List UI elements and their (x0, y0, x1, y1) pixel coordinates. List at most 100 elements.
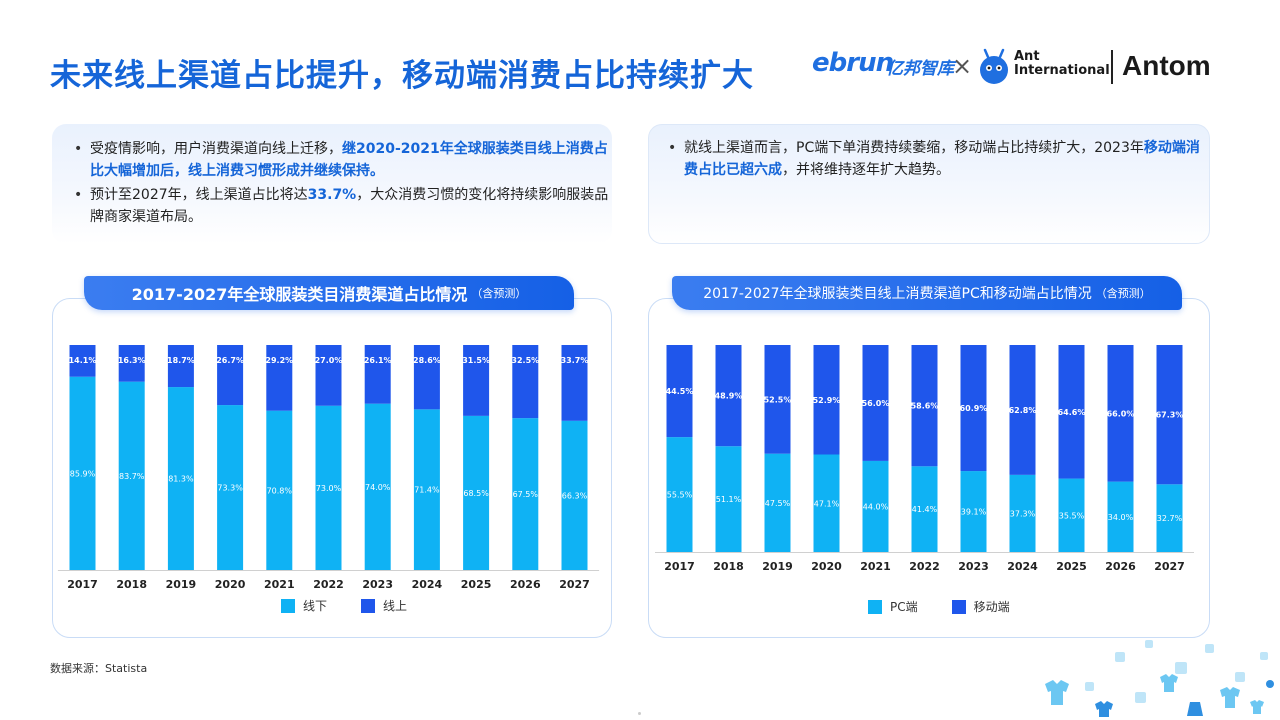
bar-线上-2020 (217, 345, 244, 406)
bar-PC端-2020 (813, 454, 840, 552)
bar-线下-2017 (69, 376, 96, 570)
ant-international-wordmark: Ant International (1014, 50, 1110, 78)
data-label-线下-2027: 66.3% (562, 491, 588, 500)
ant-wordmark-line2: International (1014, 63, 1110, 78)
bar-移动端-2023 (960, 345, 987, 472)
legend-swatch-online (361, 598, 376, 613)
bar-线下-2019 (167, 387, 194, 570)
right-bullet-1-text-b: ，并将维持逐年扩大趋势。 (782, 162, 950, 178)
data-label-线上-2019: 18.7% (167, 356, 195, 365)
ant-international-logo-icon (980, 48, 1008, 84)
bar-线上-2018 (118, 345, 145, 382)
x-tick-label-2024: 2024 (412, 578, 443, 591)
x-tick-label-2024: 2024 (1007, 560, 1038, 573)
left-chart-legend: 线下 线上 (281, 597, 407, 614)
ebrun-logo-cn: 亿邦智库 (886, 59, 954, 79)
antom-logo: Antom (1122, 50, 1211, 81)
legend-label-offline: 线下 (303, 599, 328, 613)
data-label-线下-2024: 71.4% (414, 486, 440, 495)
data-label-PC端-2027: 32.7% (1157, 514, 1183, 523)
right-bullet-1: 就线上渠道而言，PC端下单消费持续萎缩，移动端占比持续扩大，2023年移动端消费… (668, 137, 1204, 181)
data-label-线上-2024: 28.6% (413, 356, 441, 365)
partner-logos: ebrun 亿邦智库 × Ant International Antom (812, 44, 1232, 92)
legend-item-pc: PC端 (868, 598, 918, 615)
x-tick-label-2017: 2017 (664, 560, 695, 573)
bar-移动端-2019 (764, 345, 791, 454)
decorative-clothing-icons (1045, 640, 1274, 717)
left-bullet-2-text-b: ，大众消费习惯的变化将持续影响服装品牌商家渠道布局。 (90, 187, 609, 225)
data-label-PC端-2017: 55.5% (667, 491, 693, 500)
x-tick-label-2020: 2020 (811, 560, 842, 573)
data-label-PC端-2022: 41.4% (912, 505, 938, 514)
logo-separator (1111, 50, 1113, 84)
data-label-线下-2019: 81.3% (168, 475, 194, 484)
data-label-线下-2020: 73.3% (217, 484, 243, 493)
data-label-移动端-2023: 60.9% (960, 404, 988, 413)
data-label-线下-2022: 73.0% (316, 484, 342, 493)
data-label-移动端-2021: 56.0% (862, 399, 890, 408)
left-chart-title: 2017-2027年全球服装类目消费渠道占比情况 （含预测） (84, 276, 574, 310)
legend-label-online: 线上 (383, 599, 408, 613)
data-label-PC端-2019: 47.5% (765, 499, 791, 508)
bar-线下-2023 (364, 403, 391, 570)
legend-swatch-mobile (951, 599, 966, 614)
bar-线上-2019 (167, 345, 194, 388)
bar-线上-2025 (463, 345, 490, 416)
data-label-移动端-2019: 52.5% (764, 395, 792, 404)
x-tick-label-2020: 2020 (215, 578, 246, 591)
data-label-线上-2020: 26.7% (216, 356, 244, 365)
left-bullet-2-highlight: 33.7% (307, 187, 357, 203)
bar-移动端-2027 (1156, 345, 1183, 485)
right-bullet-1-text-a: 就线上渠道而言，PC端下单消费持续萎缩，移动端占比持续扩大，2023年 (684, 140, 1144, 156)
bar-线下-2021 (266, 410, 293, 570)
bar-PC端-2027 (1156, 484, 1183, 552)
data-label-PC端-2024: 37.3% (1010, 509, 1036, 518)
page-title: 未来线上渠道占比提升，移动端消费占比持续扩大 (50, 58, 754, 94)
data-source-note: 数据来源：Statista (50, 662, 148, 675)
x-tick-label-2025: 2025 (461, 578, 492, 591)
data-label-线下-2026: 67.5% (513, 490, 539, 499)
data-label-移动端-2025: 64.6% (1058, 408, 1086, 417)
bar-PC端-2024 (1009, 474, 1036, 552)
data-label-线上-2023: 26.1% (364, 356, 392, 365)
data-label-PC端-2026: 34.0% (1108, 513, 1134, 522)
legend-swatch-offline (281, 598, 295, 613)
bar-移动端-2018 (715, 345, 742, 447)
legend-item-offline: 线下 (281, 597, 327, 614)
left-chart-subtitle: （含预测） (471, 287, 527, 300)
data-label-线上-2022: 27.0% (315, 356, 343, 365)
bar-移动端-2026 (1107, 345, 1134, 482)
data-label-移动端-2027: 67.3% (1156, 411, 1184, 420)
left-bullet-1-text: 受疫情影响，用户消费渠道向线上迁移， (90, 141, 342, 157)
left-bullet-1-highlight: 继2020-2021年全球服装类目线上消费占比大幅增加后，线上消费习惯形成并继续… (90, 141, 608, 179)
bar-PC端-2019 (764, 453, 791, 552)
bar-移动端-2024 (1009, 345, 1036, 475)
left-summary-box: 受疫情影响，用户消费渠道向线上迁移，继2020-2021年全球服装类目线上消费占… (52, 124, 612, 244)
bar-线下-2027 (561, 420, 588, 570)
bar-PC端-2017 (666, 437, 693, 552)
x-tick-label-2021: 2021 (860, 560, 891, 573)
x-tick-label-2021: 2021 (264, 578, 295, 591)
bar-移动端-2022 (911, 345, 938, 467)
legend-label-mobile: 移动端 (973, 600, 1010, 614)
data-label-移动端-2024: 62.8% (1009, 406, 1037, 415)
x-tick-label-2026: 2026 (510, 578, 541, 591)
bar-线下-2026 (512, 418, 539, 570)
times-icon: × (952, 52, 973, 80)
data-label-线下-2025: 68.5% (463, 489, 489, 498)
left-stacked-bar-chart: 85.9% 14.1% 2017 83.7% 16.3% 2018 81.3% 18.7% 20… (57, 345, 600, 591)
x-tick-label-2019: 2019 (762, 560, 793, 573)
bar-线上-2021 (266, 345, 293, 411)
bar-线上-2024 (413, 345, 440, 410)
x-tick-label-2022: 2022 (909, 560, 940, 573)
bar-PC端-2026 (1107, 481, 1134, 552)
bar-线下-2022 (315, 405, 342, 570)
data-label-线上-2025: 31.5% (462, 356, 490, 365)
x-tick-label-2023: 2023 (958, 560, 989, 573)
bar-PC端-2023 (960, 471, 987, 552)
data-label-PC端-2020: 47.1% (814, 499, 840, 508)
ant-wordmark-line1: Ant (1014, 49, 1040, 64)
right-chart-legend: PC端 移动端 (868, 598, 1010, 615)
data-label-线下-2018: 83.7% (119, 472, 145, 481)
data-label-移动端-2026: 66.0% (1107, 409, 1135, 418)
